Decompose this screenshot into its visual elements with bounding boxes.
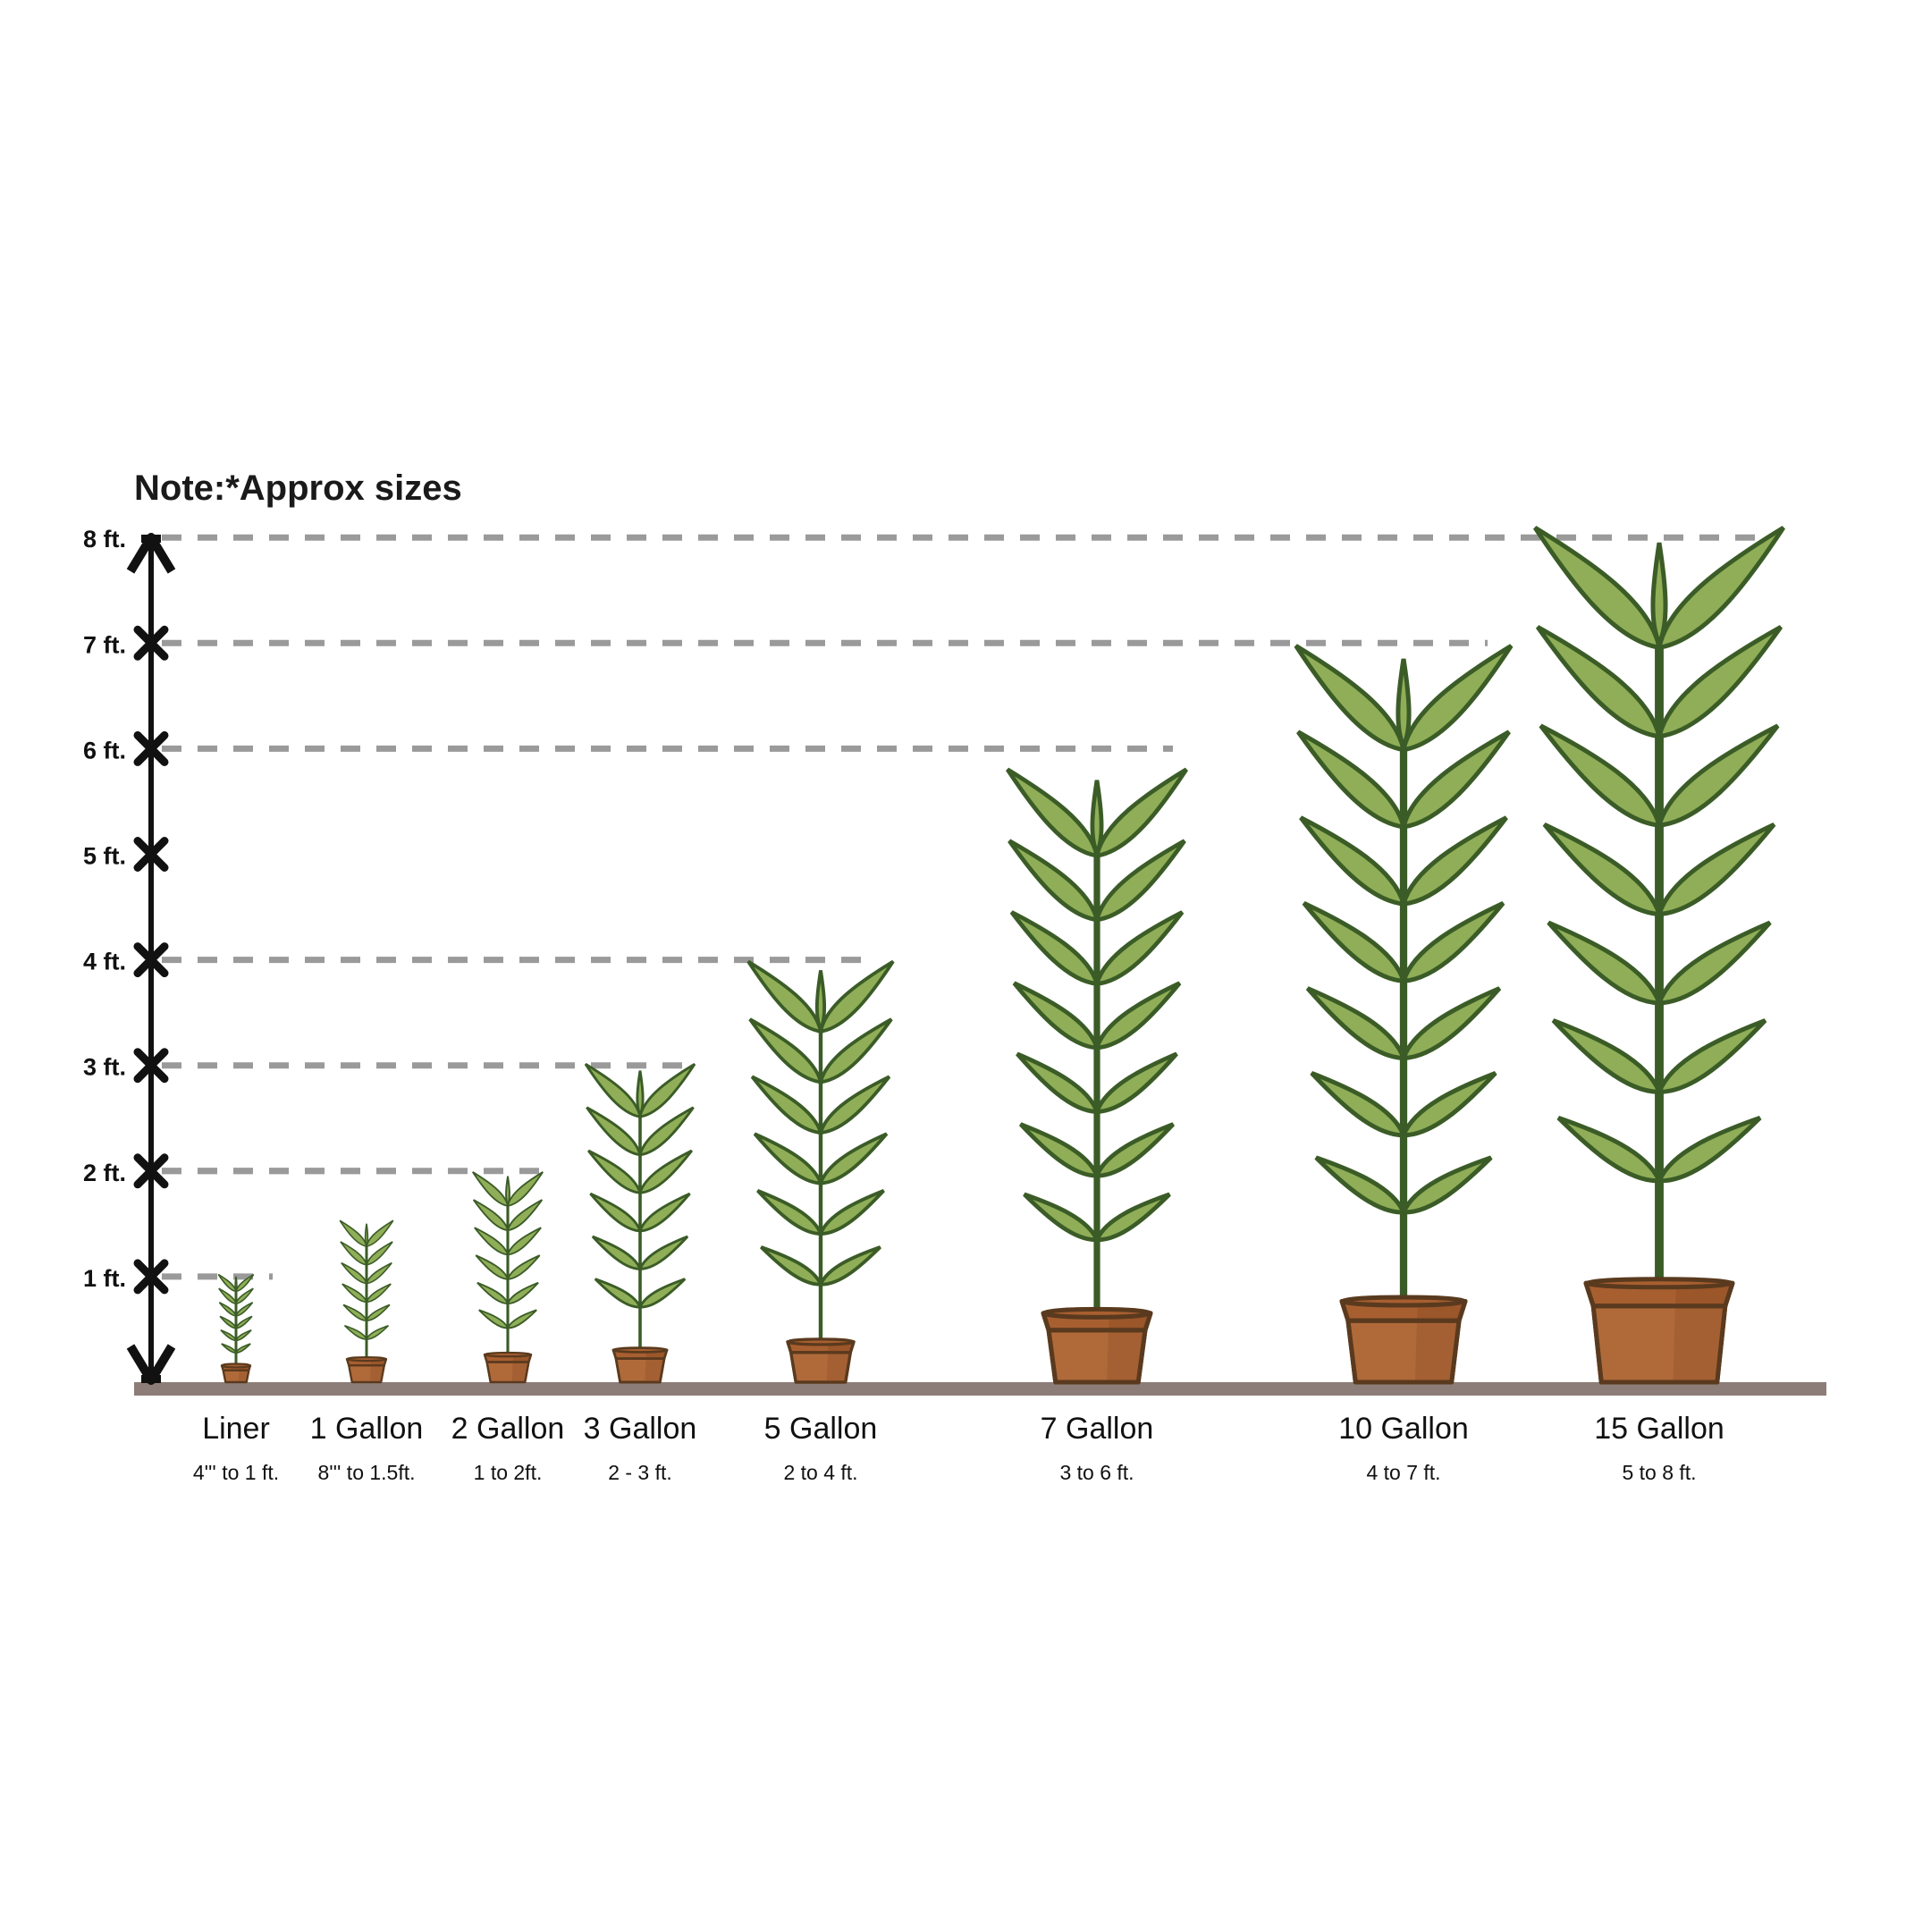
svg-text:2 ft.: 2 ft. (83, 1160, 126, 1186)
svg-text:2 to 4 ft.: 2 to 4 ft. (783, 1461, 857, 1484)
svg-text:Liner: Liner (202, 1412, 270, 1446)
svg-text:3 to 6 ft.: 3 to 6 ft. (1059, 1461, 1134, 1484)
svg-text:5 to 8 ft.: 5 to 8 ft. (1622, 1461, 1696, 1484)
svg-text:6 ft.: 6 ft. (83, 737, 126, 764)
svg-text:4 to 7 ft.: 4 to 7 ft. (1366, 1461, 1440, 1484)
svg-text:2 - 3 ft.: 2 - 3 ft. (608, 1461, 672, 1484)
svg-text:3 ft.: 3 ft. (83, 1054, 126, 1081)
svg-text:5 Gallon: 5 Gallon (764, 1412, 878, 1446)
svg-text:15 Gallon: 15 Gallon (1594, 1412, 1724, 1446)
svg-text:5 ft.: 5 ft. (83, 843, 126, 870)
svg-text:1 ft.: 1 ft. (83, 1265, 126, 1292)
svg-text:7 Gallon: 7 Gallon (1041, 1412, 1154, 1446)
svg-text:8 ft.: 8 ft. (83, 526, 126, 553)
svg-text:7 ft.: 7 ft. (83, 631, 126, 658)
svg-text:3 Gallon: 3 Gallon (584, 1412, 697, 1446)
svg-text:2 Gallon: 2 Gallon (451, 1412, 565, 1446)
svg-text:1 Gallon: 1 Gallon (310, 1412, 424, 1446)
svg-text:8''' to 1.5ft.: 8''' to 1.5ft. (317, 1461, 415, 1484)
svg-text:4 ft.: 4 ft. (83, 949, 126, 975)
svg-text:10 Gallon: 10 Gallon (1338, 1412, 1469, 1446)
svg-text:1 to 2ft.: 1 to 2ft. (474, 1461, 543, 1484)
svg-text:4''' to 1 ft.: 4''' to 1 ft. (193, 1461, 279, 1484)
